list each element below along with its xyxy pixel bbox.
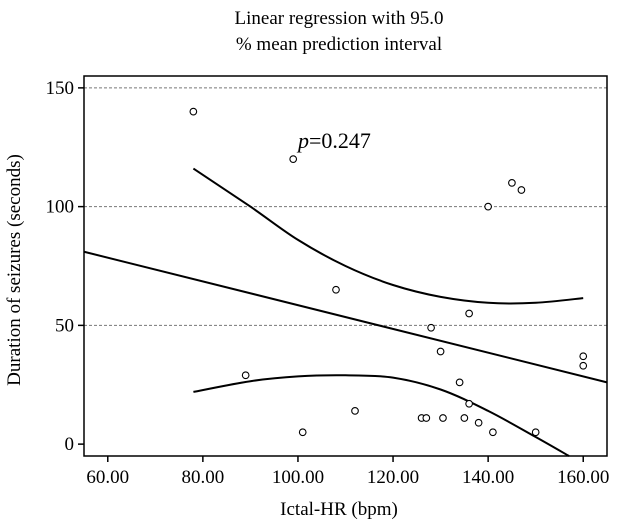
data-point: [579, 352, 588, 361]
x-tick-label: 60.00: [86, 467, 129, 488]
data-point: [465, 309, 473, 318]
data-point: [465, 399, 473, 408]
x-tick-label: 160.00: [557, 467, 609, 488]
data-point: [531, 428, 540, 437]
axis-ticks: 0 50 100 150 60.00 80.00 100.00 120.00 140.00 160…: [46, 78, 610, 488]
data-point: [474, 418, 483, 427]
data-point: [298, 428, 307, 437]
y-tick-label: 150: [46, 78, 75, 99]
x-tick-label: 100.00: [272, 467, 324, 488]
data-point: [241, 371, 250, 380]
regression-line: [83, 250, 608, 384]
chart-title-line-2: % mean prediction interval: [236, 34, 442, 55]
y-tick-label: 50: [55, 315, 74, 336]
data-point: [489, 428, 497, 437]
data-point: [439, 414, 447, 422]
y-tick-label: 100: [46, 197, 75, 218]
data-point: [484, 202, 492, 211]
x-tick-label: 80.00: [181, 467, 224, 488]
data-point: [455, 378, 464, 387]
plot-area-frame: [83, 75, 608, 457]
x-tick-label: 120.00: [367, 467, 419, 488]
data-point: [189, 107, 198, 116]
grid: [84, 87, 607, 326]
data-point: [508, 179, 516, 187]
data-point: [422, 414, 431, 422]
p-value-symbol: p: [296, 128, 309, 153]
p-value-text: =0.247: [309, 128, 371, 153]
data-point: [460, 414, 469, 422]
data-point: [289, 155, 298, 163]
y-axis-label: Duration of seizures (seconds): [4, 154, 25, 386]
x-axis-label: Ictal-HR (bpm): [280, 499, 398, 520]
data-point: [332, 285, 340, 294]
lower-ci-curve: [193, 374, 570, 457]
data-point: [427, 323, 435, 332]
data-point: [351, 407, 359, 415]
data-point: [436, 347, 445, 356]
y-tick-label: 0: [65, 434, 75, 455]
data-point: [579, 361, 588, 370]
x-tick-label: 140.00: [462, 467, 514, 488]
upper-ci-curve: [192, 167, 584, 305]
chart-title-line-1: Linear regression with 95.0: [235, 8, 444, 29]
data-points: [189, 107, 588, 437]
data-point: [517, 186, 526, 194]
p-value-annotation: p=0.247: [296, 128, 371, 153]
regression-curves: [83, 167, 608, 457]
